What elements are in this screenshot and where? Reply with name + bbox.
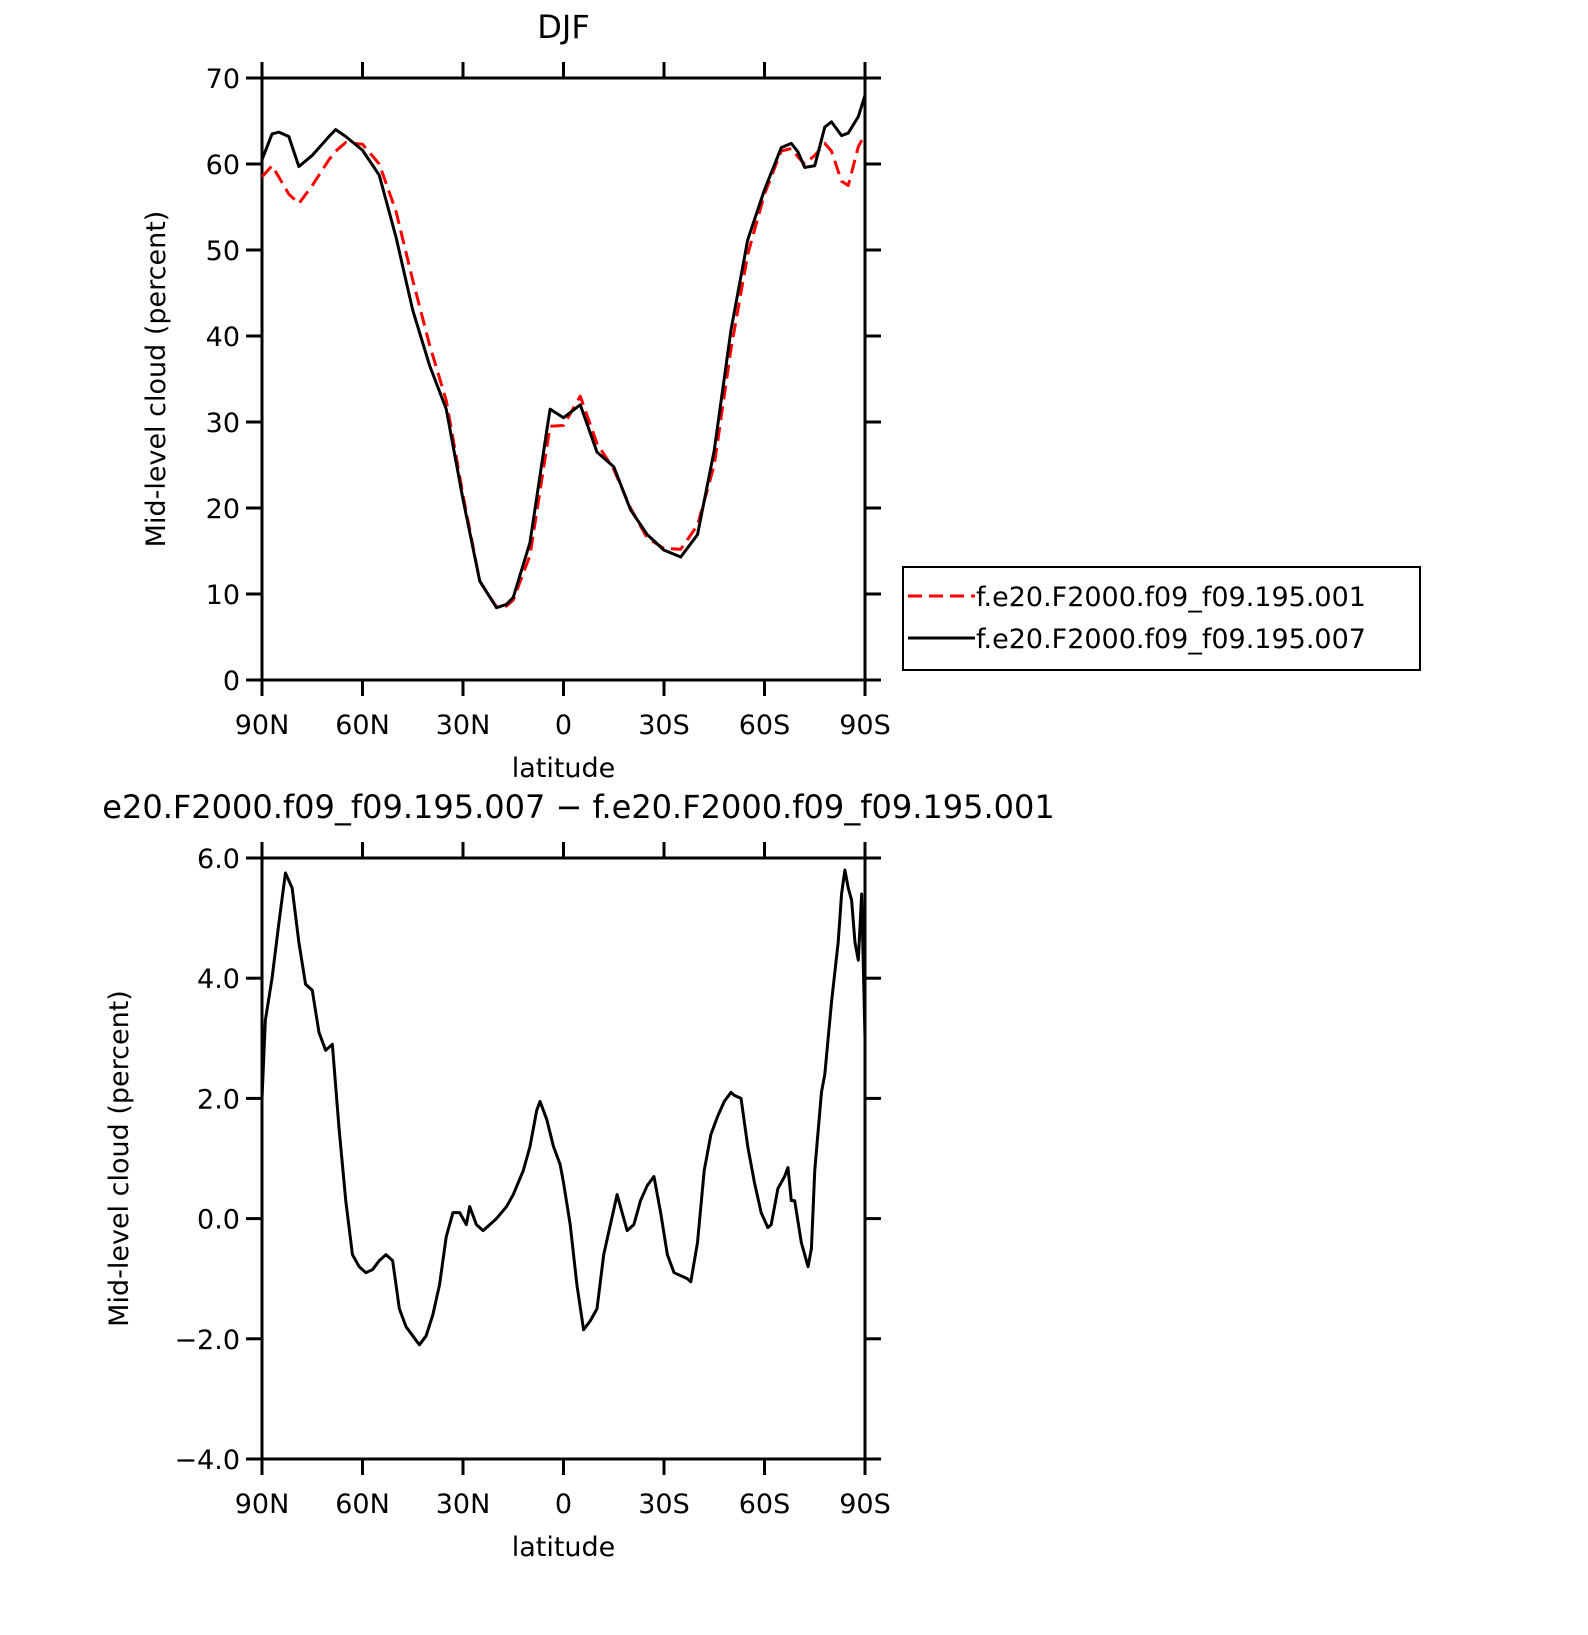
chart-title: e20.F2000.f09_f09.195.007 − f.e20.F2000.…: [102, 788, 1054, 826]
x-tick-label: 90N: [235, 1489, 290, 1520]
legend-label: f.e20.F2000.f09_f09.195.001: [976, 582, 1366, 613]
y-tick-label: −4.0: [174, 1445, 240, 1476]
chart-title: DJF: [537, 8, 589, 46]
data-line: [260, 94, 867, 610]
y-tick-label: 0: [223, 666, 240, 697]
x-tick-label: 60N: [335, 710, 390, 741]
x-tick-label: 90S: [839, 710, 891, 741]
x-tick-label: 30S: [638, 1489, 690, 1520]
x-tick-label: 60S: [739, 710, 791, 741]
x-tick-label: 0: [555, 1489, 572, 1520]
legend-label: f.e20.F2000.f09_f09.195.007: [976, 624, 1366, 655]
x-tick-label: 90N: [235, 710, 290, 741]
x-axis-label: latitude: [512, 753, 616, 784]
x-tick-label: 30N: [436, 710, 491, 741]
y-tick-label: 0.0: [197, 1205, 240, 1236]
data-line: [260, 133, 867, 609]
x-tick-label: 60S: [739, 1489, 791, 1520]
x-axis-label: latitude: [512, 1532, 616, 1563]
x-tick-label: 0: [555, 710, 572, 741]
data-line: [260, 868, 867, 1347]
y-axis-label: Mid-level cloud (percent): [141, 211, 172, 548]
y-tick-label: −2.0: [174, 1325, 240, 1356]
y-tick-label: 4.0: [197, 964, 240, 995]
x-tick-label: 60N: [335, 1489, 390, 1520]
y-axis-label: Mid-level cloud (percent): [104, 990, 135, 1327]
x-tick-label: 30N: [436, 1489, 491, 1520]
plot-frame: [260, 856, 867, 1461]
x-tick-label: 90S: [839, 1489, 891, 1520]
x-tick-label: 30S: [638, 710, 690, 741]
y-tick-label: 60: [206, 150, 240, 181]
plot: 90N 60N 30N 0 30S 60S 90S 0 10 20 30 40 50 60 70 DJF lat…: [141, 8, 1421, 784]
y-tick-label: 6.0: [197, 844, 240, 875]
plot: 90N 60N 30N 0 30S 60S 90S −4.0 −2.0 0.0 2.0 4.0 6.0 e…: [102, 788, 1054, 1563]
y-tick-label: 30: [206, 408, 240, 439]
legend-box: [902, 566, 1421, 671]
y-tick-label: 50: [206, 236, 240, 267]
y-tick-label: 2.0: [197, 1084, 240, 1115]
y-tick-label: 20: [206, 494, 240, 525]
y-tick-label: 70: [206, 64, 240, 95]
y-tick-label: 10: [206, 580, 240, 611]
y-tick-label: 40: [206, 322, 240, 353]
